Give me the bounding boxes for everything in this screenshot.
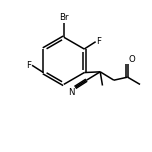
- Text: Br: Br: [59, 13, 69, 22]
- Text: O: O: [129, 55, 136, 64]
- Text: F: F: [96, 37, 101, 46]
- Text: F: F: [26, 61, 31, 70]
- Text: N: N: [68, 88, 74, 97]
